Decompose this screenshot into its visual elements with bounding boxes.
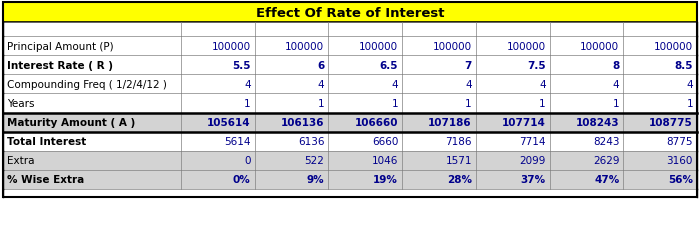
Text: 4: 4 bbox=[612, 79, 620, 90]
Text: Effect Of Rate of Interest: Effect Of Rate of Interest bbox=[256, 7, 444, 20]
Text: 1: 1 bbox=[318, 99, 324, 108]
Text: 7714: 7714 bbox=[519, 137, 545, 146]
Bar bbox=[3, 3, 697, 197]
Text: 106136: 106136 bbox=[281, 117, 324, 128]
Bar bbox=[3, 56, 697, 75]
Text: 28%: 28% bbox=[447, 175, 472, 184]
Text: 1: 1 bbox=[539, 99, 545, 108]
Text: 4: 4 bbox=[244, 79, 251, 90]
Text: 100000: 100000 bbox=[433, 42, 472, 52]
Text: 4: 4 bbox=[466, 79, 472, 90]
Text: 9%: 9% bbox=[307, 175, 324, 184]
Bar bbox=[3, 113, 697, 132]
Bar bbox=[3, 94, 697, 113]
Text: 6: 6 bbox=[317, 61, 324, 70]
Text: 7186: 7186 bbox=[445, 137, 472, 146]
Text: 3160: 3160 bbox=[666, 155, 693, 165]
Text: 522: 522 bbox=[304, 155, 324, 165]
Text: 108775: 108775 bbox=[649, 117, 693, 128]
Text: 7: 7 bbox=[465, 61, 472, 70]
Text: 4: 4 bbox=[391, 79, 398, 90]
Text: 2099: 2099 bbox=[519, 155, 545, 165]
Text: 1: 1 bbox=[244, 99, 251, 108]
Text: 37%: 37% bbox=[520, 175, 545, 184]
Text: 5614: 5614 bbox=[224, 137, 251, 146]
Text: 100000: 100000 bbox=[359, 42, 398, 52]
Bar bbox=[3, 132, 697, 151]
Bar bbox=[3, 23, 697, 37]
Text: 100000: 100000 bbox=[286, 42, 324, 52]
Text: 0: 0 bbox=[244, 155, 251, 165]
Text: 19%: 19% bbox=[373, 175, 398, 184]
Text: Total Interest: Total Interest bbox=[7, 137, 86, 146]
Text: 5.5: 5.5 bbox=[232, 61, 251, 70]
Bar bbox=[3, 3, 697, 23]
Text: 47%: 47% bbox=[594, 175, 620, 184]
Text: 1571: 1571 bbox=[445, 155, 472, 165]
Text: 6.5: 6.5 bbox=[379, 61, 398, 70]
Text: Principal Amount (P): Principal Amount (P) bbox=[7, 42, 113, 52]
Text: % Wise Extra: % Wise Extra bbox=[7, 175, 84, 184]
Text: 6660: 6660 bbox=[372, 137, 398, 146]
Text: 4: 4 bbox=[687, 79, 693, 90]
Text: Interest Rate ( R ): Interest Rate ( R ) bbox=[7, 61, 113, 70]
Text: Years: Years bbox=[7, 99, 34, 108]
Text: 106660: 106660 bbox=[355, 117, 398, 128]
Text: 1046: 1046 bbox=[372, 155, 398, 165]
Bar bbox=[3, 189, 697, 197]
Text: 8: 8 bbox=[612, 61, 620, 70]
Text: 56%: 56% bbox=[668, 175, 693, 184]
Text: 100000: 100000 bbox=[654, 42, 693, 52]
Text: Maturity Amount ( A ): Maturity Amount ( A ) bbox=[7, 117, 135, 128]
Bar bbox=[3, 151, 697, 170]
Text: 1: 1 bbox=[466, 99, 472, 108]
Bar bbox=[3, 170, 697, 189]
Text: 100000: 100000 bbox=[211, 42, 251, 52]
Bar bbox=[3, 75, 697, 94]
Text: 1: 1 bbox=[687, 99, 693, 108]
Text: Extra: Extra bbox=[7, 155, 34, 165]
Text: 100000: 100000 bbox=[580, 42, 620, 52]
Text: 108243: 108243 bbox=[575, 117, 620, 128]
Text: 0%: 0% bbox=[233, 175, 251, 184]
Text: 107714: 107714 bbox=[502, 117, 545, 128]
Text: 8.5: 8.5 bbox=[675, 61, 693, 70]
Text: 100000: 100000 bbox=[506, 42, 545, 52]
Text: 8775: 8775 bbox=[666, 137, 693, 146]
Text: Compounding Freq ( 1/2/4/12 ): Compounding Freq ( 1/2/4/12 ) bbox=[7, 79, 167, 90]
Text: 107186: 107186 bbox=[428, 117, 472, 128]
Text: 8243: 8243 bbox=[593, 137, 620, 146]
Bar bbox=[3, 37, 697, 56]
Text: 6136: 6136 bbox=[298, 137, 324, 146]
Text: 4: 4 bbox=[539, 79, 545, 90]
Text: 4: 4 bbox=[318, 79, 324, 90]
Text: 2629: 2629 bbox=[593, 155, 620, 165]
Text: 1: 1 bbox=[391, 99, 398, 108]
Text: 105614: 105614 bbox=[207, 117, 251, 128]
Text: 1: 1 bbox=[612, 99, 620, 108]
Text: 7.5: 7.5 bbox=[527, 61, 545, 70]
